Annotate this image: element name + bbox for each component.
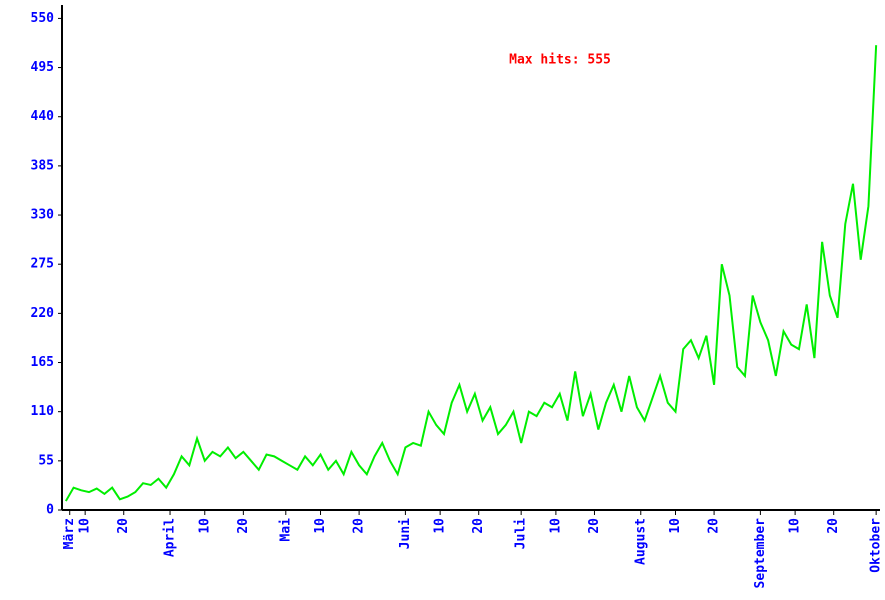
x-tick-label: 10	[78, 518, 93, 534]
x-tick-label: 20	[826, 518, 841, 534]
y-tick-label: 55	[38, 453, 54, 468]
y-tick-label: 495	[31, 60, 54, 75]
y-tick-label: 550	[31, 11, 55, 26]
y-tick-label: 110	[31, 404, 55, 419]
x-tick-label: Juni	[398, 518, 413, 549]
x-tick-label: März	[62, 518, 77, 549]
y-tick-label: 220	[31, 306, 55, 321]
x-tick-label: Oktober	[869, 518, 884, 573]
x-tick-label: 20	[707, 518, 722, 534]
x-tick-label: 10	[788, 518, 803, 534]
x-tick-label: 10	[668, 518, 683, 534]
y-tick-label: 165	[31, 355, 54, 370]
x-tick-label: Juli	[514, 518, 529, 549]
x-tick-label: September	[753, 518, 768, 589]
y-tick-label: 330	[31, 208, 55, 223]
x-tick-label: 20	[587, 518, 602, 534]
x-tick-label: 10	[197, 518, 212, 534]
x-tick-label: April	[163, 518, 178, 557]
y-tick-label: 385	[31, 158, 54, 173]
data-line	[64, 45, 878, 502]
x-tick-label: August	[633, 518, 648, 565]
x-tick-label: 10	[433, 518, 448, 534]
x-tick-label: 20	[236, 518, 251, 534]
x-tick-label: 10	[313, 518, 328, 534]
x-tick-label: 20	[116, 518, 131, 534]
x-tick-label: 20	[352, 518, 367, 534]
x-tick-label: Mai	[278, 518, 293, 542]
y-tick-label: 0	[46, 503, 54, 518]
x-tick-label: 20	[471, 518, 486, 534]
y-tick-label: 440	[31, 109, 55, 124]
annotation: Max hits: 555	[509, 53, 611, 68]
x-tick-label: 10	[548, 518, 563, 534]
y-tick-label: 275	[31, 257, 54, 272]
